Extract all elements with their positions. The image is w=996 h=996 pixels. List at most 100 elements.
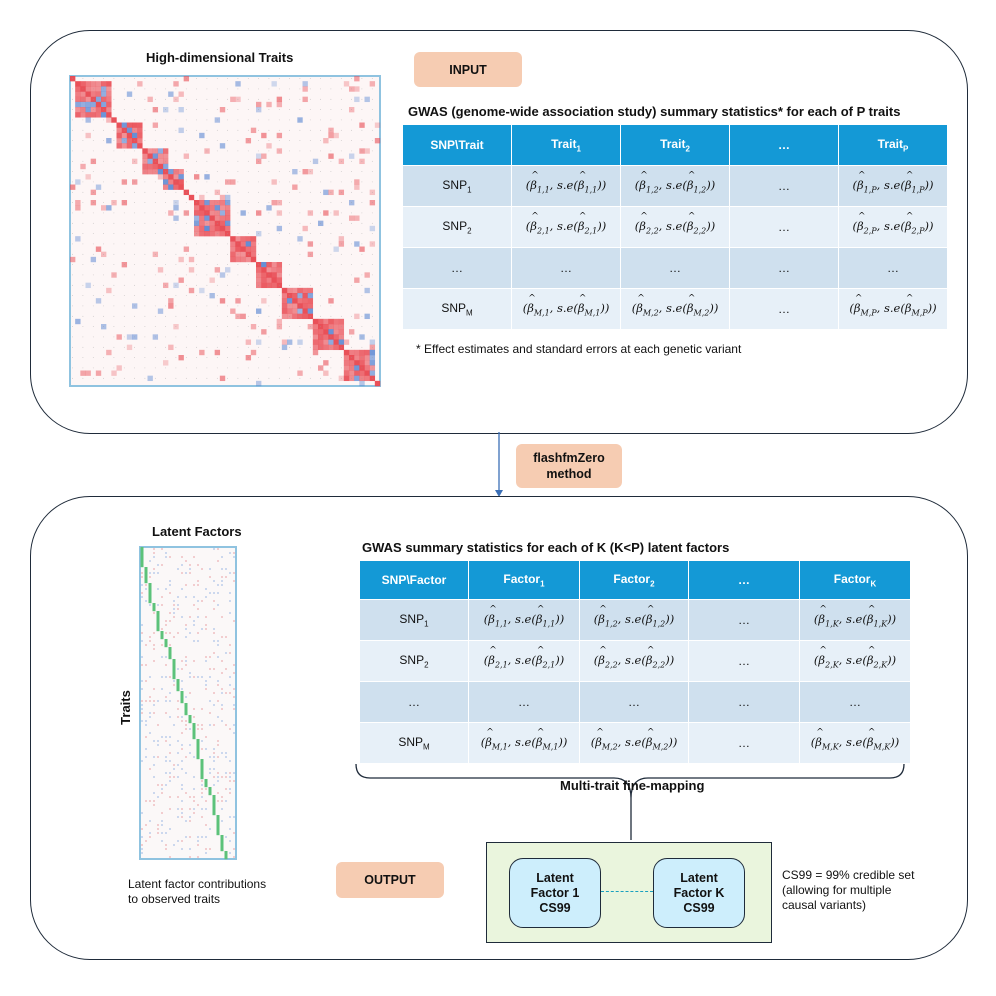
table-row: SNP2(β2,1, s.e(β2,1))(β2,2, s.e(β2,2))…(… [402, 206, 948, 248]
heatmap-cell [209, 215, 215, 221]
trait-correlation-heatmap [69, 75, 381, 387]
heatmap-cell [219, 200, 226, 206]
heatmap-cell [106, 287, 112, 294]
heatmap-cell [95, 246, 102, 252]
heatmap-cell [307, 308, 314, 314]
heatmap-cell [292, 287, 298, 294]
heatmap-cell [173, 184, 179, 190]
heatmap-cell [245, 246, 252, 252]
estimate-cell: (β2,2, s.e(β2,2)) [620, 206, 730, 248]
heatmap-cell [364, 349, 370, 356]
heatmap-cell [359, 349, 365, 356]
heatmap-cell [364, 355, 370, 361]
table-header-cell: SNP\Trait [402, 124, 512, 166]
heatmap-cell [323, 329, 329, 335]
heatmap-cell [214, 349, 221, 356]
heatmap-cell [75, 200, 81, 206]
heatmap-cell [157, 148, 164, 154]
heatmap-cell [261, 329, 267, 335]
heatmap-cell [163, 184, 169, 190]
heatmap-cell [297, 339, 303, 345]
heatmap-cell [297, 308, 303, 314]
heatmap-cell [199, 225, 205, 232]
loading-cell [152, 603, 156, 608]
heatmap-cell [312, 334, 319, 340]
heatmap-cell [80, 370, 86, 376]
heatmap-cell [219, 272, 226, 278]
heatmap-cell [168, 179, 174, 185]
heatmap-cell [152, 153, 159, 159]
heatmap-cell [297, 236, 303, 242]
heatmap-cell [271, 81, 277, 87]
heatmap-cell [333, 132, 339, 139]
heatmap-cell [261, 277, 267, 283]
factors-caption: Latent factor contributions to observed … [128, 877, 267, 906]
loading-cell [144, 579, 148, 584]
heatmap-cell [75, 96, 81, 103]
heatmap-cell [199, 132, 205, 139]
heatmap-cell [240, 313, 246, 320]
heatmap-cell [132, 132, 138, 139]
heatmap-cell [271, 267, 277, 273]
method-label: flashfmZero method [516, 444, 622, 488]
loading-cell [140, 559, 144, 564]
heatmap-cell [349, 360, 355, 366]
heatmap-cell [349, 370, 355, 376]
heatmap-cell [106, 91, 112, 97]
estimate-cell: … [729, 165, 839, 207]
heatmap-cell [199, 210, 205, 216]
heatmap-cell [364, 375, 370, 382]
heatmap-cell [75, 112, 81, 118]
factors-title: Latent Factors [152, 524, 242, 539]
heatmap-cell [230, 246, 236, 252]
heatmap-cell [359, 380, 365, 387]
heatmap-cell [188, 287, 195, 294]
heatmap-cell [256, 153, 262, 159]
heatmap-cell [168, 169, 174, 175]
finemap-label: Multi-trait fine-mapping [560, 778, 705, 793]
loading-cell [148, 591, 152, 596]
heatmap-cell [276, 267, 283, 273]
heatmap-cell [219, 220, 226, 227]
loading-cell [144, 571, 148, 576]
heatmap-cell [374, 122, 381, 128]
snp-cell: SNP1 [359, 599, 469, 641]
heatmap-cell [173, 205, 179, 211]
heatmap-cell [75, 101, 81, 108]
heatmap-cell [199, 200, 205, 206]
loading-cell [192, 735, 196, 740]
heatmap-cell [142, 163, 148, 170]
heatmap-cell [354, 179, 360, 185]
heatmap-cell [147, 163, 153, 170]
heatmap-cell [80, 81, 86, 87]
heatmap-cell [235, 256, 241, 263]
flow-arrow [495, 432, 503, 497]
heatmap-cell [147, 375, 153, 382]
heatmap-cell [333, 334, 339, 340]
estimate-cell: … [468, 681, 580, 723]
heatmap-cell [85, 370, 91, 376]
heatmap-cell [137, 122, 143, 128]
loading-cell [212, 807, 216, 812]
heatmap-cell [250, 236, 257, 242]
heatmap-cell [168, 303, 174, 309]
heatmap-cell [209, 205, 215, 211]
heatmap-cell [168, 184, 174, 190]
heatmap-cell [323, 318, 329, 325]
estimate-cell: (β2,K, s.e(β2,K)) [799, 640, 911, 682]
heatmap-cell [85, 117, 91, 123]
loading-cell [188, 719, 192, 724]
heatmap-cell [359, 360, 365, 366]
traits-axis-label: Traits [117, 690, 133, 725]
table-row: SNPM(βM,1, s.e(βM,1))(βM,2, s.e(βM,2))…(… [402, 288, 948, 330]
heatmap-cell [271, 262, 277, 268]
heatmap-cell [219, 215, 226, 221]
heatmap-cell [354, 355, 360, 361]
loading-cell [168, 651, 172, 656]
table-row: SNP1(β1,1, s.e(β1,1))(β1,2, s.e(β1,2))…(… [359, 599, 911, 641]
loading-cell [164, 643, 168, 648]
heatmap-cell [354, 277, 360, 283]
loading-cell [216, 823, 220, 828]
heatmap-cell [245, 256, 252, 263]
estimate-cell: (βM,1, s.e(βM,1)) [468, 722, 580, 764]
